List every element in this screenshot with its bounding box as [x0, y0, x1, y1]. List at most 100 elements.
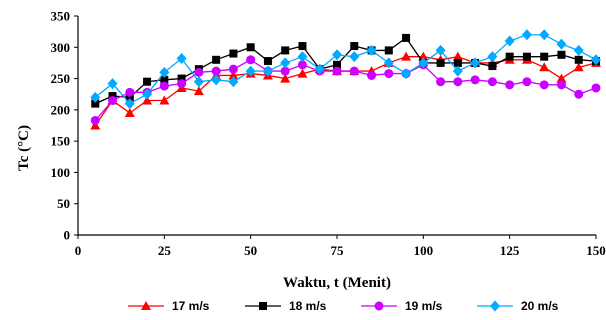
x-axis-label: Waktu, t (Menit)	[283, 275, 391, 291]
data-point	[452, 65, 463, 77]
data-point	[142, 95, 153, 105]
data-point	[211, 66, 221, 76]
data-point	[453, 58, 462, 67]
data-point	[125, 93, 134, 102]
y-tick-label: 350	[51, 9, 71, 24]
data-point	[262, 65, 273, 77]
series-20-m-s	[90, 29, 601, 110]
y-tick-label: 0	[64, 228, 71, 243]
data-point	[367, 70, 377, 80]
series-17-m-s	[90, 51, 601, 130]
data-point	[177, 74, 186, 83]
data-point	[228, 70, 239, 80]
data-point	[297, 51, 308, 63]
data-point	[349, 51, 360, 63]
data-point	[124, 107, 135, 117]
data-point	[539, 80, 549, 90]
data-point	[505, 52, 514, 61]
data-point	[229, 49, 238, 58]
data-point	[297, 68, 308, 78]
data-point	[522, 52, 531, 61]
data-point	[452, 51, 463, 61]
data-point	[107, 78, 118, 90]
legend-marker	[490, 300, 500, 312]
data-point	[280, 73, 291, 83]
data-point	[539, 29, 550, 41]
series-line	[94, 59, 597, 121]
data-point	[539, 62, 550, 72]
data-point	[574, 55, 583, 64]
data-point	[574, 89, 584, 99]
data-point	[332, 49, 342, 61]
data-point	[314, 63, 325, 75]
legend-label: 17 m/s	[172, 299, 210, 313]
data-point	[591, 83, 601, 93]
data-point	[436, 77, 446, 87]
legend-label: 18 m/s	[289, 299, 327, 313]
data-point	[591, 54, 601, 66]
data-point	[349, 66, 359, 76]
data-point	[143, 77, 152, 86]
data-point	[193, 76, 204, 88]
data-point	[402, 33, 411, 42]
data-point	[350, 42, 359, 51]
data-point	[212, 55, 221, 64]
series-line	[94, 34, 597, 105]
legend-label: 19 m/s	[405, 299, 443, 313]
y-tick-label: 300	[51, 40, 71, 55]
data-point	[557, 50, 566, 59]
data-point	[470, 75, 480, 85]
data-point	[228, 76, 239, 88]
data-point	[573, 62, 584, 72]
data-point	[573, 44, 584, 56]
legend-label: 20 m/s	[521, 299, 559, 313]
data-point	[125, 87, 135, 97]
axes: 0 50 100 150 200 250 300 350 0 25 50 75 100 125 150	[51, 9, 606, 259]
data-point	[383, 57, 394, 69]
x-tick-label: 50	[244, 243, 257, 258]
y-axis-label: Tc (°C)	[16, 125, 32, 171]
series-19-m-s	[90, 55, 601, 125]
data-point	[453, 77, 463, 87]
data-point	[418, 57, 429, 69]
data-point	[522, 77, 532, 87]
y-tick-label: 50	[57, 196, 70, 211]
data-point	[435, 44, 446, 56]
data-point	[211, 74, 222, 86]
data-point	[298, 42, 307, 51]
x-tick-label: 25	[158, 243, 172, 258]
legend-item: 20 m/s	[477, 299, 559, 313]
data-point	[280, 66, 290, 76]
data-point	[159, 66, 170, 78]
data-point	[366, 44, 377, 56]
data-point	[470, 57, 481, 69]
data-point	[124, 98, 135, 110]
data-point	[505, 80, 515, 90]
data-point	[90, 120, 101, 130]
legend-item: 17 m/s	[128, 299, 210, 313]
data-point	[228, 64, 238, 74]
data-point	[540, 52, 549, 61]
data-point	[91, 99, 100, 108]
data-point	[90, 91, 101, 103]
data-point	[556, 73, 567, 83]
data-point	[333, 60, 341, 69]
data-point	[332, 66, 342, 76]
data-point	[401, 68, 412, 80]
data-point	[194, 67, 204, 77]
y-tick-label: 250	[51, 71, 71, 86]
x-tick-label: 125	[500, 243, 520, 258]
data-point	[297, 60, 307, 70]
data-point	[90, 115, 100, 125]
data-point	[487, 51, 498, 63]
x-tick-label: 150	[586, 243, 606, 258]
data-point	[436, 58, 445, 67]
data-point	[159, 95, 170, 105]
series-layer	[90, 29, 601, 130]
data-point	[177, 79, 187, 89]
data-point	[487, 77, 497, 87]
legend: 17 m/s 18 m/s 19 m/s 20 m/s	[128, 299, 559, 313]
data-point	[176, 53, 187, 65]
